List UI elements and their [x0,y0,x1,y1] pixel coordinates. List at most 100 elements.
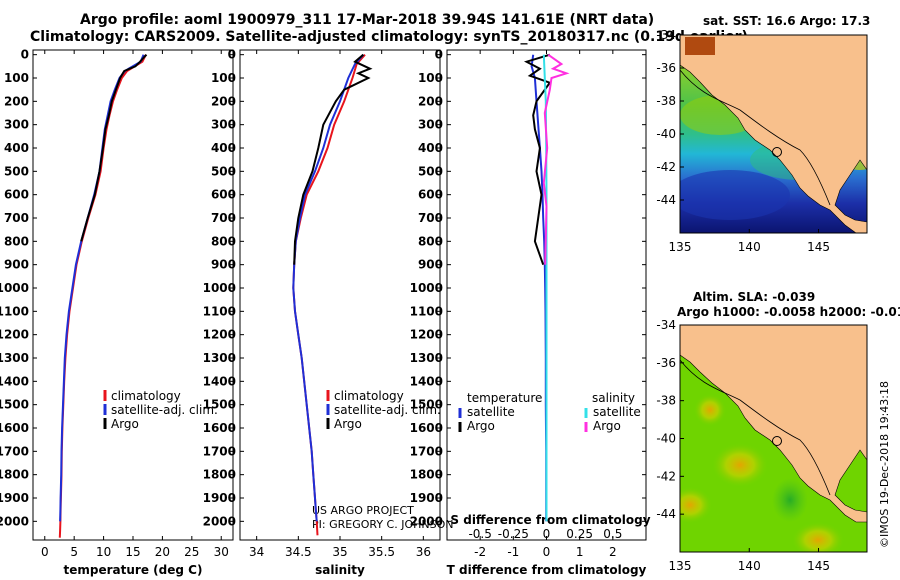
x-axis-label: temperature (deg C) [64,563,203,577]
y-tick-label: 1400 [410,374,443,388]
series-line-2 [80,53,148,242]
y-tick-label: 1100 [0,304,29,318]
y-tick-label: 1600 [203,421,236,435]
sla-lat-label: -38 [656,394,676,408]
project-credit: US ARGO PROJECT [312,504,414,517]
series-line-3 [542,53,570,265]
y-tick-label: 800 [4,234,29,248]
argo-location-marker [772,436,782,446]
sst-map [680,35,867,233]
sla-lat-label: -34 [656,318,676,332]
series-line-2 [293,53,373,265]
y-tick-label: 200 [211,94,236,108]
y-tick-label: 900 [211,258,236,272]
y-tick-label: 1200 [203,328,236,342]
y-tick-label: 500 [211,164,236,178]
y-tick-label: 800 [211,234,236,248]
sla-map-title: Altim. SLA: -0.039 [693,290,816,304]
series-line-0 [58,54,147,538]
temperature-panel-frame [32,49,234,541]
legend-label: climatology [334,389,404,403]
y-tick-label: 400 [418,141,443,155]
series-line-1 [523,53,552,266]
x-tick-label: 1 [576,545,584,559]
y-tick-label: 1000 [203,281,236,295]
y-tick-label: 1200 [410,328,443,342]
y-tick-label: 900 [418,258,443,272]
y-tick-label: 600 [4,188,29,202]
x-tick-label: 20 [155,545,170,559]
sst-lat-label: -36 [656,61,676,75]
y-tick-label: 1700 [203,444,236,458]
y-tick-label: 700 [211,211,236,225]
x-tick-label: 2 [609,545,617,559]
argo-location-marker [772,147,782,157]
y-tick-label: 1500 [0,398,29,412]
x-tick-label: 36 [416,545,431,559]
x-tick-label: 35.5 [368,545,395,559]
x-tick-label: 25 [184,545,199,559]
y-tick-label: 1800 [203,468,236,482]
y-tick-label: 600 [418,188,443,202]
y-tick-label: 900 [4,258,29,272]
y-tick-label: 100 [211,71,236,85]
y-tick-label: 1600 [410,421,443,435]
y-tick-label: 100 [4,71,29,85]
y-tick-label: 1900 [203,491,236,505]
legend-label: satellite [593,405,641,419]
x-axis-label: salinity [315,563,365,577]
y-tick-label: 1900 [410,491,443,505]
x-tick-label: 0 [41,545,49,559]
x-tick-label: 0 [543,545,551,559]
y-tick-label: 1000 [0,281,29,295]
legend-heading: salinity [592,391,635,405]
y-tick-label: 0 [435,48,443,62]
legend-label: Argo [467,419,495,433]
series-line-1 [59,54,145,522]
sla-lon-label: 135 [669,559,692,573]
x-tick-label: 10 [96,545,111,559]
x-tick-label: 35 [332,545,347,559]
sla-map [680,325,867,552]
sla-lat-label: -42 [656,469,676,483]
legend-label: satellite-adj. clim. [111,403,218,417]
y-tick-label: 1800 [0,468,29,482]
y-tick-label: 2000 [203,514,236,528]
pi-credit: PI: GREGORY C. JOHNSON [312,518,454,531]
sst-lat-label: -44 [656,193,676,207]
x-tick-label: -2 [474,545,486,559]
x-tick-label: 15 [125,545,140,559]
sla-lon-label: 145 [807,559,830,573]
y-tick-label: 1100 [410,304,443,318]
y-tick-label: 1500 [203,398,236,412]
sst-lat-label: -38 [656,94,676,108]
s-tick-label: -0.25 [498,527,529,541]
sst-map-title: sat. SST: 16.6 Argo: 17.3 [703,14,871,28]
y-tick-label: 0 [21,48,29,62]
y-tick-label: 500 [4,164,29,178]
legend-label: Argo [593,419,621,433]
y-tick-label: 1200 [0,328,29,342]
chart-title-line1: Argo profile: aoml 1900979_311 17-Mar-20… [80,12,655,28]
sla-lat-label: -40 [656,432,676,446]
y-tick-label: 300 [211,118,236,132]
legend-label: satellite [467,405,515,419]
x-tick-label: -1 [507,545,519,559]
y-tick-label: 1300 [0,351,29,365]
y-tick-label: 1300 [203,351,236,365]
y-tick-label: 1900 [0,491,29,505]
x-tick-label: 30 [214,545,229,559]
y-tick-label: 500 [418,164,443,178]
s-tick-label: 0 [543,527,551,541]
y-tick-label: 2000 [0,514,29,528]
y-tick-label: 200 [418,94,443,108]
y-tick-label: 600 [211,188,236,202]
y-tick-label: 1300 [410,351,443,365]
s-tick-label: 0.25 [566,527,593,541]
sst-lon-label: 140 [738,240,761,254]
s-tick-label: 0.5 [603,527,622,541]
y-tick-label: 1800 [410,468,443,482]
sst-lat-label: -34 [656,28,676,42]
legend-label: Argo [111,417,139,431]
